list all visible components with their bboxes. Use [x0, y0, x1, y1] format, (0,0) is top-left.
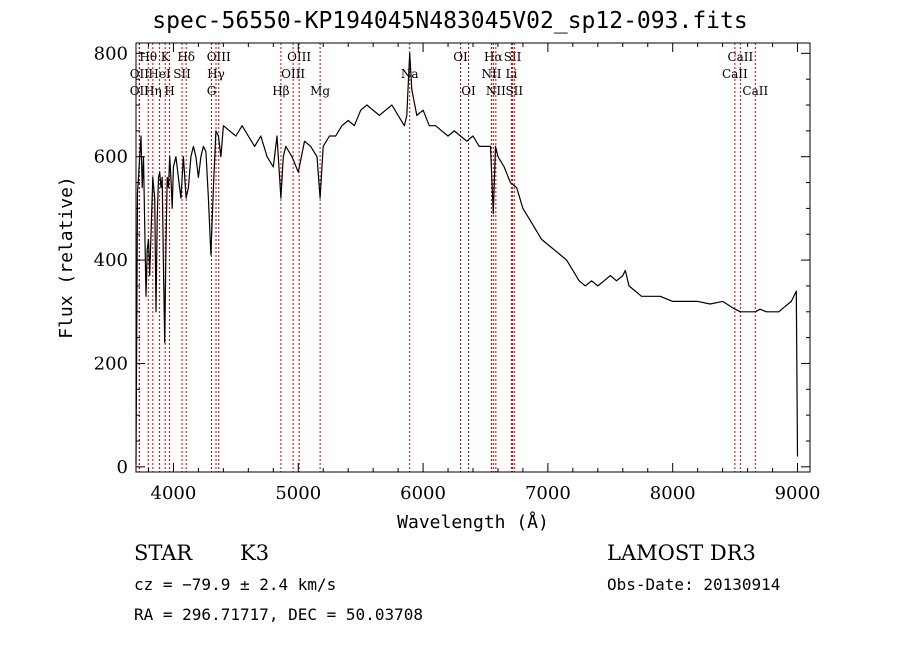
x-tick-label-0: 4000: [151, 483, 197, 504]
spectral-line-label-21: G: [207, 84, 217, 98]
spectral-line-label-4: OIII: [287, 50, 311, 64]
spectral-line-label-15: NII: [481, 67, 501, 81]
chart-title: spec-56550-KP194045N483045V02_sp12-093.f…: [152, 8, 748, 34]
spectral-line-label-5: OI: [453, 50, 468, 64]
y-tick-label-3: 600: [94, 147, 128, 168]
y-tick-label-4: 800: [94, 43, 128, 64]
x-axis-label: Wavelength (Å): [397, 511, 549, 533]
spectral-line-label-1: K: [161, 50, 171, 64]
y-axis-label: Flux (relative): [56, 176, 77, 339]
spectral-line-label-12: Hγ: [207, 67, 225, 81]
y-tick-label-2: 400: [94, 250, 128, 271]
spectral-line-label-8: CaII: [727, 50, 753, 64]
spectral-line-label-23: Mg: [310, 84, 330, 98]
spectral-line-label-14: Na: [401, 67, 419, 81]
spectral-line-label-17: CaII: [722, 67, 748, 81]
x-tick-label-1: 5000: [275, 483, 321, 504]
spectral-line-label-26: SII: [505, 84, 523, 98]
spectral-line-label-10: HeI: [148, 67, 171, 81]
object-subclass: K3: [240, 541, 270, 565]
x-tick-label-4: 8000: [650, 483, 696, 504]
spectral-line-label-27: CaII: [742, 84, 768, 98]
redshift-velocity: cz = −79.9 ± 2.4 km/s: [134, 575, 337, 594]
coordinates: RA = 296.71717, DEC = 50.03708: [134, 605, 423, 624]
spectral-line-label-13: OIII: [281, 67, 305, 81]
spectral-line-label-25: NII: [486, 84, 506, 98]
y-tick-label-0: 0: [117, 457, 128, 478]
spectrum-line: [135, 52, 799, 465]
plot-frame: [135, 42, 811, 473]
x-tick-label-2: 6000: [400, 483, 446, 504]
x-tick-label-5: 9000: [775, 483, 821, 504]
spectral-line-label-11: SII: [173, 67, 191, 81]
x-tick-label-3: 7000: [525, 483, 571, 504]
survey-label: LAMOST DR3: [607, 541, 756, 565]
spectral-line-label-2: Hδ: [177, 50, 195, 64]
spectral-line-label-22: Hβ: [272, 84, 289, 98]
spectral-line-label-0: Hθ: [139, 50, 157, 64]
spectral-line-label-20: H: [164, 84, 174, 98]
spectral-line-label-6: Hα: [484, 50, 503, 64]
spectral-line-label-18: OII: [130, 84, 150, 98]
spectral-line-label-3: OIII: [207, 50, 231, 64]
object-class: STAR: [134, 541, 193, 565]
spectral-line-label-7: SII: [504, 50, 522, 64]
spectral-line-label-16: Li: [506, 67, 518, 81]
spectral-line-label-9: OII: [130, 67, 150, 81]
spectral-line-label-19: Hη: [144, 84, 162, 98]
y-tick-label-1: 200: [94, 353, 128, 374]
observation-date: Obs-Date: 20130914: [607, 575, 781, 594]
spectral-line-label-24: OI: [461, 84, 476, 98]
